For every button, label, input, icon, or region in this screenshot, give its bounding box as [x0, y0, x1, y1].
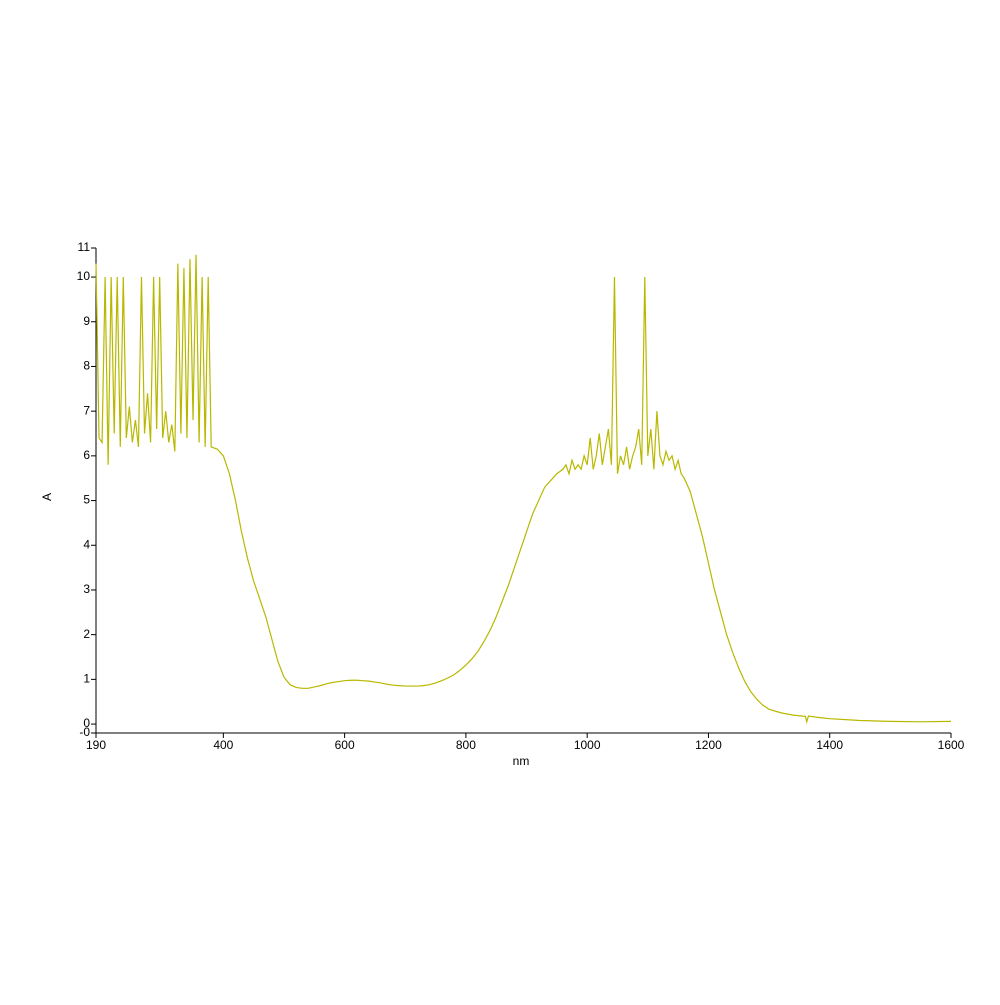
- y-tick-label: 4: [83, 537, 90, 551]
- y-tick-label: 7: [83, 403, 90, 417]
- x-tick-label: 190: [86, 738, 106, 752]
- x-tick-label: 1200: [695, 738, 722, 752]
- y-tick-label: 2: [83, 627, 90, 641]
- y-tick-label: 3: [83, 582, 90, 596]
- y-tick-label: 9: [83, 314, 90, 328]
- x-tick-label: 600: [335, 738, 355, 752]
- y-tick-label: 8: [83, 359, 90, 373]
- y-tick-label: 0: [83, 716, 90, 730]
- y-tick-label: 1: [83, 672, 90, 686]
- x-tick-label: 1400: [816, 738, 843, 752]
- x-tick-label: 400: [213, 738, 233, 752]
- y-tick-label: 11: [78, 240, 91, 254]
- y-tick-label: 10: [77, 269, 91, 283]
- y-tick-label: 5: [83, 493, 90, 507]
- x-tick-label: 1600: [938, 738, 965, 752]
- y-tick-label: 6: [83, 448, 90, 462]
- y-tick-label: -0: [79, 725, 90, 739]
- x-axis-label: nm: [513, 754, 530, 768]
- y-axis-label: A: [40, 493, 54, 501]
- x-tick-label: 1000: [574, 738, 601, 752]
- x-tick-label: 800: [456, 738, 476, 752]
- spectrum-line: [95, 254, 952, 725]
